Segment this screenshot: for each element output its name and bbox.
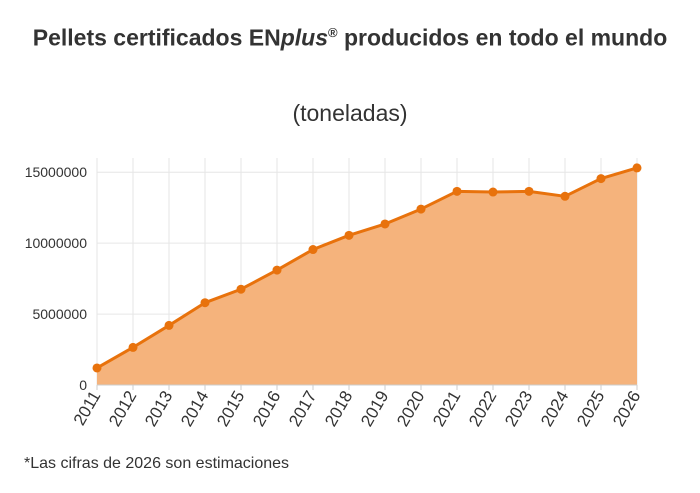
- x-tick-label: 2015: [213, 388, 248, 430]
- x-tick-label: 2011: [70, 388, 105, 429]
- title-prefix: Pellets certificados EN: [32, 24, 281, 51]
- x-tick-label: 2025: [573, 388, 608, 430]
- x-tick-label: 2016: [249, 388, 284, 430]
- area-fill: [97, 167, 637, 385]
- y-tick-label: 15000000: [25, 164, 88, 180]
- data-point: [560, 191, 570, 201]
- y-axis: 0 5000000 10000000 15000000: [25, 164, 88, 393]
- registered-mark: ®: [328, 25, 338, 40]
- x-tick-label: 2018: [321, 388, 356, 430]
- data-point: [488, 187, 498, 197]
- data-point: [416, 204, 426, 214]
- x-tick-label: 2014: [177, 388, 212, 430]
- x-tick-label: 2022: [465, 388, 500, 430]
- data-point: [272, 265, 282, 275]
- data-point: [236, 284, 246, 294]
- data-points: [92, 163, 642, 373]
- footnote: *Las cifras de 2026 son estimaciones: [24, 455, 290, 472]
- data-point: [128, 342, 138, 352]
- x-tick-label: 2024: [537, 388, 572, 430]
- data-point: [524, 186, 534, 196]
- x-tick-label: 2013: [141, 388, 176, 430]
- data-point: [308, 245, 318, 255]
- y-tick-label: 0: [79, 377, 87, 393]
- x-tick-label: 2023: [501, 388, 536, 430]
- data-point: [200, 298, 210, 308]
- y-tick-label: 5000000: [32, 306, 87, 322]
- x-tick-label: 2021: [429, 388, 464, 430]
- x-tick-label: 2012: [105, 388, 140, 430]
- x-tick-label: 2020: [393, 388, 428, 430]
- x-axis: 2011 2012 2013 2014 2015 2016 2017 2018 2019 2020…: [70, 384, 644, 430]
- title-brand-italic: plus: [280, 24, 329, 51]
- data-point: [452, 186, 462, 196]
- data-point: [344, 230, 354, 240]
- data-point: [596, 174, 606, 184]
- data-point: [380, 219, 390, 229]
- chart-title: Pellets certificados ENplus® producidos …: [0, 14, 700, 57]
- x-tick-label: 2017: [285, 388, 320, 430]
- x-tick-label: 2026: [609, 388, 644, 430]
- y-tick-label: 10000000: [25, 235, 88, 251]
- data-point: [92, 363, 102, 373]
- data-point: [164, 320, 174, 330]
- series-line: [96, 166, 638, 370]
- chart-subtitle: (toneladas): [292, 100, 408, 126]
- title-suffix: producidos en todo el mundo: [337, 24, 668, 51]
- x-tick-label: 2019: [357, 388, 392, 430]
- data-point: [632, 163, 642, 173]
